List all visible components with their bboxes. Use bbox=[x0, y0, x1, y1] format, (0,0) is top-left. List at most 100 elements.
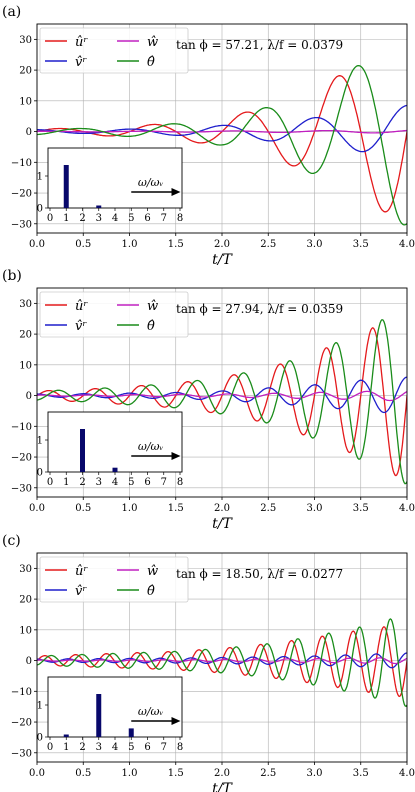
inset-chart: 0 1 2 3 4 5 6 7 801 ω/ωᵥ bbox=[37, 411, 183, 488]
panel-a: (a)0.0 0.5 1.0 1.5 2.0 2.5 3.0 3.5 4.03020100−10… bbox=[2, 4, 415, 268]
series-line-3 bbox=[37, 64, 407, 226]
inset-frame bbox=[47, 411, 183, 473]
inset-x-tick-label: 5 bbox=[128, 742, 134, 753]
inset-bar-0 bbox=[63, 734, 69, 737]
inset-x-tick-label: 2 bbox=[79, 477, 85, 488]
y-tick-label: −10 bbox=[11, 422, 32, 433]
x-tick-label: 1.0 bbox=[122, 503, 138, 514]
legend-label-0: ûʳ bbox=[75, 299, 88, 314]
x-tick-label: 1.5 bbox=[168, 239, 184, 250]
inset-y-tick-label: 0 bbox=[37, 204, 43, 215]
inset-bar-1 bbox=[96, 694, 102, 737]
y-tick-label: 30 bbox=[19, 299, 32, 310]
inset-frame bbox=[47, 676, 183, 738]
y-tick-label: −20 bbox=[11, 189, 32, 200]
y-tick-label: −20 bbox=[11, 718, 32, 729]
x-tick-label: 3.0 bbox=[307, 239, 323, 250]
x-tick-label: 1.0 bbox=[122, 239, 138, 250]
series-line-1 bbox=[37, 376, 407, 414]
x-tick-label: 4.0 bbox=[399, 503, 415, 514]
legend-label-1: v̂ʳ bbox=[75, 319, 87, 334]
inset-bar-2 bbox=[128, 728, 134, 737]
inset-x-tick-label: 0 bbox=[47, 213, 53, 224]
legend-label-0: ûʳ bbox=[75, 35, 88, 50]
inset-x-tick-label: 0 bbox=[47, 477, 53, 488]
x-tick-label: 0.5 bbox=[75, 768, 91, 779]
inset-x-tick-label: 5 bbox=[128, 213, 134, 224]
legend-box bbox=[39, 27, 189, 74]
y-tick-label: −20 bbox=[11, 453, 32, 464]
y-tick-label: 30 bbox=[19, 35, 32, 46]
y-tick-label: −30 bbox=[11, 219, 32, 230]
inset-x-tick-label: 3 bbox=[96, 742, 102, 753]
inset-x-tick-label: 3 bbox=[96, 213, 102, 224]
inset-y-tick-label: 1 bbox=[37, 701, 43, 712]
y-tick-label: −10 bbox=[11, 158, 32, 169]
x-tick-label: 0.0 bbox=[29, 768, 45, 779]
series-line-3 bbox=[37, 618, 407, 708]
inset-x-tick-label: 5 bbox=[128, 477, 134, 488]
x-tick-label: 2.5 bbox=[260, 768, 276, 779]
inset-x-tick-label: 6 bbox=[144, 213, 150, 224]
panel-b: (b)0.0 0.5 1.0 1.5 2.0 2.5 3.0 3.5 4.03020100−10… bbox=[2, 268, 415, 532]
y-tick-label: 0 bbox=[26, 127, 32, 138]
legend-box bbox=[39, 291, 189, 338]
series-line-2 bbox=[37, 390, 407, 402]
x-axis-label: t/T bbox=[212, 781, 233, 792]
inset-x-label: ω/ωᵥ bbox=[138, 440, 164, 453]
x-tick-label: 0.0 bbox=[29, 239, 45, 250]
y-tick-label: 10 bbox=[19, 625, 32, 636]
y-tick-label: 20 bbox=[19, 595, 32, 606]
inset-y-tick-label: 1 bbox=[37, 436, 43, 447]
series-line-3 bbox=[37, 318, 407, 485]
y-tick-label: 20 bbox=[19, 66, 32, 77]
legend-label-3: θ̂ bbox=[147, 55, 155, 70]
inset-y-tick-label: 1 bbox=[37, 172, 43, 183]
y-tick-label: 10 bbox=[19, 360, 32, 371]
inset-x-tick-label: 1 bbox=[63, 742, 69, 753]
series-line-2 bbox=[37, 129, 407, 134]
legend-label-2: ŵ bbox=[147, 299, 158, 314]
y-tick-label: −10 bbox=[11, 687, 32, 698]
legend-label-2: ŵ bbox=[147, 35, 158, 50]
annotation-text: tan ϕ = 57.21, λ/f = 0.0379 bbox=[176, 38, 343, 52]
series-line-1 bbox=[37, 652, 407, 669]
series-line-1 bbox=[37, 104, 407, 153]
series-line-0 bbox=[37, 327, 407, 477]
panel-c: (c)0.0 0.5 1.0 1.5 2.0 2.5 3.0 3.5 4.03020100−10… bbox=[2, 533, 415, 792]
inset-x-tick-label: 0 bbox=[47, 742, 53, 753]
x-tick-label: 4.0 bbox=[399, 768, 415, 779]
x-tick-label: 3.0 bbox=[307, 503, 323, 514]
y-tick-label: 30 bbox=[19, 564, 32, 575]
x-tick-label: 0.0 bbox=[29, 503, 45, 514]
legend-label-3: θ̂ bbox=[147, 319, 155, 334]
inset-frame bbox=[47, 147, 183, 209]
x-tick-label: 2.5 bbox=[260, 503, 276, 514]
legend-label-2: ŵ bbox=[147, 564, 158, 579]
inset-x-tick-label: 4 bbox=[112, 477, 118, 488]
legend-label-0: ûʳ bbox=[75, 564, 88, 579]
x-tick-label: 2.0 bbox=[214, 503, 230, 514]
inset-x-tick-label: 2 bbox=[79, 742, 85, 753]
x-axis-label: t/T bbox=[212, 516, 233, 532]
inset-arrow-head bbox=[171, 717, 181, 725]
x-tick-label: 3.5 bbox=[353, 239, 369, 250]
inset-y-tick-label: 0 bbox=[37, 733, 43, 744]
panel-label: (c) bbox=[2, 533, 21, 549]
inset-arrow-head bbox=[171, 188, 181, 196]
inset-x-tick-label: 7 bbox=[161, 477, 167, 488]
inset-x-tick-label: 7 bbox=[161, 742, 167, 753]
inset-bar-1 bbox=[112, 467, 118, 472]
x-tick-label: 1.5 bbox=[168, 768, 184, 779]
x-tick-label: 1.5 bbox=[168, 503, 184, 514]
inset-bar-0 bbox=[63, 165, 69, 208]
x-tick-label: 0.5 bbox=[75, 239, 91, 250]
inset-x-tick-label: 8 bbox=[177, 213, 183, 224]
inset-x-tick-label: 1 bbox=[63, 477, 69, 488]
x-axis-label: t/T bbox=[212, 252, 233, 268]
panel-label: (b) bbox=[2, 268, 22, 284]
inset-x-tick-label: 3 bbox=[96, 477, 102, 488]
inset-y-tick-label: 0 bbox=[37, 468, 43, 479]
x-tick-label: 4.0 bbox=[399, 239, 415, 250]
